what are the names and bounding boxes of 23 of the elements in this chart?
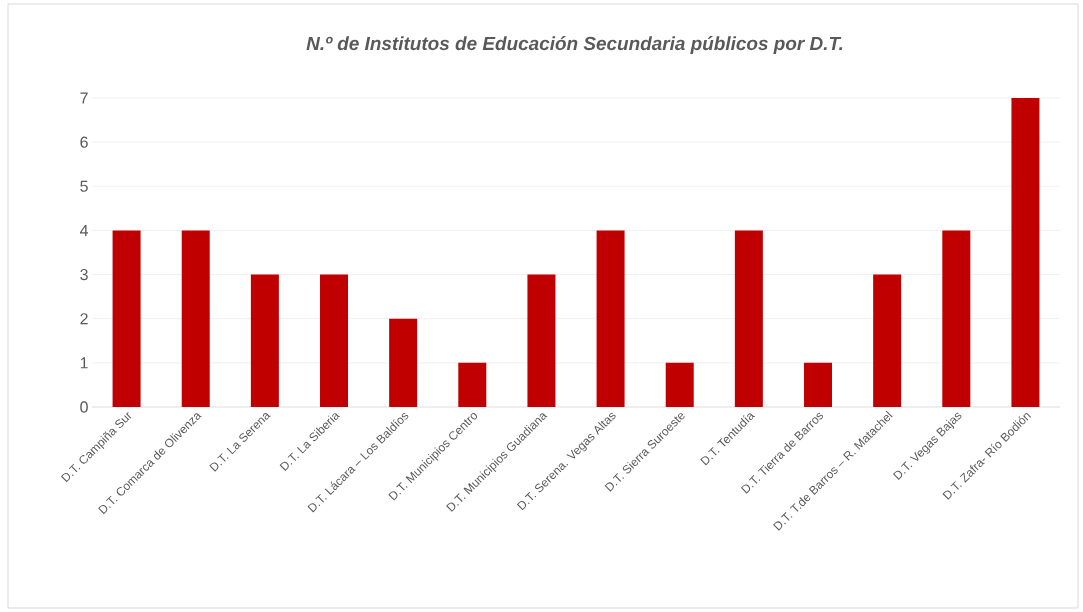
- y-tick-label: 1: [80, 357, 88, 369]
- bar: [389, 318, 418, 407]
- y-tick-label: 7: [80, 92, 88, 104]
- bar: [1011, 98, 1040, 407]
- chart-title: N.º de Institutos de Educación Secundaria públicos por D.T.: [306, 36, 843, 54]
- bar: [458, 362, 487, 407]
- bar: [112, 230, 141, 407]
- y-tick-label: 2: [80, 313, 88, 325]
- bar: [942, 230, 971, 407]
- bar: [734, 230, 763, 407]
- bar: [804, 362, 833, 407]
- bar: [596, 230, 625, 407]
- bar: [181, 230, 210, 407]
- bar: [320, 274, 349, 407]
- y-tick-label: 0: [80, 401, 88, 413]
- y-tick-label: 4: [79, 224, 89, 236]
- bar: [665, 362, 694, 407]
- y-tick-label: 5: [80, 180, 88, 192]
- y-tick-label: 3: [80, 268, 88, 281]
- bar: [873, 274, 902, 407]
- bar: [250, 274, 279, 407]
- y-tick-label: 6: [80, 136, 88, 148]
- bar: [527, 274, 556, 407]
